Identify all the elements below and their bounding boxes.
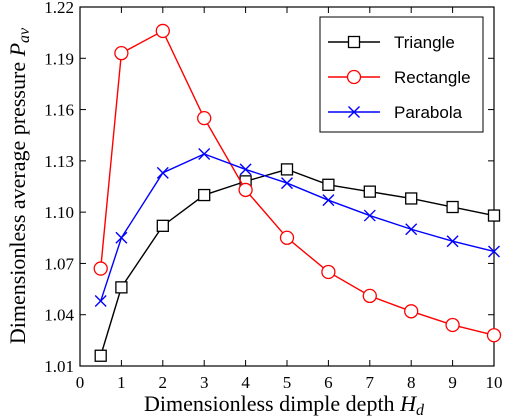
- data-point: [445, 317, 460, 333]
- data-point: [239, 163, 252, 176]
- marker-stroke: [322, 194, 335, 207]
- x-tick-label: 5: [283, 373, 292, 392]
- data-point: [446, 200, 459, 214]
- data-point: [322, 178, 335, 191]
- marker-stroke: [446, 235, 459, 248]
- data-point: [363, 185, 376, 198]
- marker-stroke: [115, 231, 128, 244]
- data-point: [362, 288, 377, 304]
- x-tick-label: 6: [324, 373, 333, 392]
- data-point: [156, 219, 169, 232]
- x-axis: 0 1 2 3 4 5 6 7 8 9 10: [76, 7, 503, 392]
- data-point: [321, 264, 336, 280]
- data-point: [93, 261, 108, 276]
- data-point: [114, 46, 129, 61]
- series-parabola: [94, 148, 500, 308]
- marker-stroke: [281, 177, 293, 190]
- data-point: [198, 148, 211, 161]
- legend-label: Rectangle: [394, 68, 471, 87]
- legend-marker: [347, 35, 361, 49]
- y-tick-label: 1.04: [44, 306, 74, 325]
- legend-marker: [346, 69, 362, 85]
- data-point: [198, 188, 211, 202]
- data-point: [446, 235, 459, 248]
- data-point: [155, 23, 170, 39]
- marker-stroke: [348, 106, 360, 118]
- legend: Triangle Rectangle Parabola: [319, 16, 484, 133]
- series-rectangle: [93, 23, 502, 343]
- data-point: [281, 177, 293, 190]
- data-point: [363, 209, 376, 222]
- marker-stroke: [488, 245, 500, 258]
- data-point: [238, 182, 253, 198]
- data-point: [115, 281, 128, 294]
- data-point: [405, 223, 418, 236]
- x-tick-label: 8: [407, 373, 416, 392]
- x-tick-label: 9: [448, 373, 457, 392]
- marker-stroke: [94, 295, 107, 308]
- y-tick-label: 1.19: [44, 49, 74, 68]
- data-point: [94, 295, 107, 308]
- legend-item: Parabola: [328, 103, 463, 122]
- y-tick-label: 1.13: [44, 152, 74, 171]
- x-tick-label: 3: [200, 373, 209, 392]
- marker-stroke: [405, 223, 418, 236]
- series-layer: [93, 23, 502, 362]
- y-tick-label: 1.01: [44, 357, 74, 376]
- marker-stroke: [363, 209, 376, 222]
- data-point: [486, 328, 502, 343]
- data-point: [322, 194, 335, 207]
- legend-label: Triangle: [394, 33, 455, 52]
- legend-item: Rectangle: [328, 68, 471, 87]
- data-point: [280, 163, 294, 176]
- y-axis-title: Dimensionless average pressure Pav: [5, 27, 33, 344]
- legend-item: Triangle: [328, 33, 455, 52]
- legend-label: Parabola: [394, 103, 463, 122]
- data-point: [197, 110, 212, 126]
- x-tick-label: 1: [117, 373, 126, 392]
- x-tick-label: 7: [366, 373, 375, 392]
- data-point: [404, 304, 419, 319]
- data-point: [488, 245, 500, 258]
- x-axis-title: Dimensionless dimple depth Hd: [144, 391, 425, 416]
- data-point: [279, 230, 295, 245]
- data-point: [94, 349, 107, 362]
- x-tick-label: 0: [76, 373, 85, 392]
- data-point: [156, 166, 169, 179]
- y-tick-label: 1.22: [44, 0, 74, 17]
- x-tick-label: 2: [159, 373, 168, 392]
- marker-stroke: [239, 163, 252, 176]
- series-triangle: [94, 163, 501, 362]
- marker-stroke: [156, 166, 169, 179]
- y-tick-label: 1.16: [44, 101, 74, 120]
- legend-marker: [348, 106, 360, 118]
- y-tick-label: 1.10: [44, 203, 74, 222]
- x-tick-label: 10: [486, 373, 503, 392]
- data-point: [405, 192, 418, 205]
- marker-stroke: [198, 148, 211, 161]
- data-point: [115, 231, 128, 244]
- series-line: [100, 168, 495, 356]
- y-tick-label: 1.07: [44, 254, 74, 273]
- legend-box: [319, 16, 484, 133]
- data-point: [487, 209, 501, 222]
- y-axis: 1.01 1.04 1.07 1.10 1.13 1.16 1.19 1.22: [44, 0, 494, 376]
- x-tick-label: 4: [241, 373, 250, 392]
